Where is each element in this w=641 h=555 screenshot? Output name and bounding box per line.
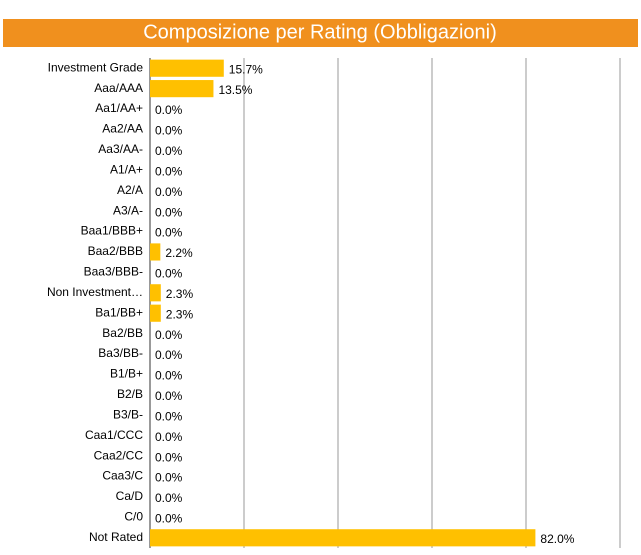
bar xyxy=(150,59,224,77)
data-label: 0.0% xyxy=(155,226,183,240)
y-tick-label: Ba3/BB- xyxy=(98,346,143,360)
bar xyxy=(150,80,214,98)
data-label: 13.5% xyxy=(218,83,252,97)
y-tick-label: Ba1/BB+ xyxy=(95,305,143,319)
data-label: 2.3% xyxy=(166,307,194,321)
data-label: 0.0% xyxy=(155,205,183,219)
data-label: 0.0% xyxy=(155,450,183,464)
y-tick-label: B1/B+ xyxy=(110,367,143,381)
y-tick-label: Baa2/BBB xyxy=(88,244,143,258)
data-label: 0.0% xyxy=(155,124,183,138)
data-label: 0.0% xyxy=(155,471,183,485)
bar xyxy=(150,284,161,302)
y-tick-label: Non Investment… xyxy=(47,285,143,299)
y-tick-label: Caa1/CCC xyxy=(85,428,143,442)
y-tick-label: Not Rated xyxy=(89,530,143,544)
bar xyxy=(150,243,161,261)
y-tick-label: B2/B xyxy=(117,387,143,401)
y-tick-label: Investment Grade xyxy=(48,60,144,74)
data-label: 0.0% xyxy=(155,369,183,383)
y-tick-label: Aaa/AAA xyxy=(94,81,143,95)
y-tick-label: Aa2/AA xyxy=(102,122,143,136)
data-label: 0.0% xyxy=(155,144,183,158)
y-tick-label: A2/A xyxy=(117,183,143,197)
y-tick-label: Baa3/BBB- xyxy=(84,265,143,279)
data-label: 0.0% xyxy=(155,512,183,526)
data-label: 2.3% xyxy=(166,287,194,301)
data-label: 0.0% xyxy=(155,491,183,505)
data-label: 0.0% xyxy=(155,185,183,199)
data-label: 0.0% xyxy=(155,348,183,362)
y-tick-label: Aa1/AA+ xyxy=(95,101,143,115)
y-tick-label: A3/A- xyxy=(113,203,143,217)
y-tick-label: Ba2/BB xyxy=(102,326,143,340)
data-label: 0.0% xyxy=(155,328,183,342)
y-tick-label: Caa3/C xyxy=(102,469,143,483)
title-banner xyxy=(3,19,638,47)
data-label: 2.2% xyxy=(165,246,193,260)
data-label: 0.0% xyxy=(155,430,183,444)
bar xyxy=(150,304,161,322)
y-tick-label: C/0 xyxy=(124,510,143,524)
y-tick-label: Aa3/AA- xyxy=(98,142,143,156)
y-tick-label: Ca/D xyxy=(116,489,144,503)
data-label: 0.0% xyxy=(155,103,183,117)
y-tick-label: A1/A+ xyxy=(110,162,143,176)
data-label: 0.0% xyxy=(155,164,183,178)
data-label: 0.0% xyxy=(155,267,183,281)
data-label: 15.7% xyxy=(229,62,263,76)
y-tick-label: B3/B- xyxy=(113,407,143,421)
bar xyxy=(150,529,536,547)
data-label: 0.0% xyxy=(155,409,183,423)
data-label: 82.0% xyxy=(540,532,574,546)
data-label: 0.0% xyxy=(155,389,183,403)
chart-title: Composizione per Rating (Obbligazioni) xyxy=(143,21,497,43)
y-tick-label: Baa1/BBB+ xyxy=(81,224,143,238)
y-tick-label: Caa2/CC xyxy=(94,448,144,462)
